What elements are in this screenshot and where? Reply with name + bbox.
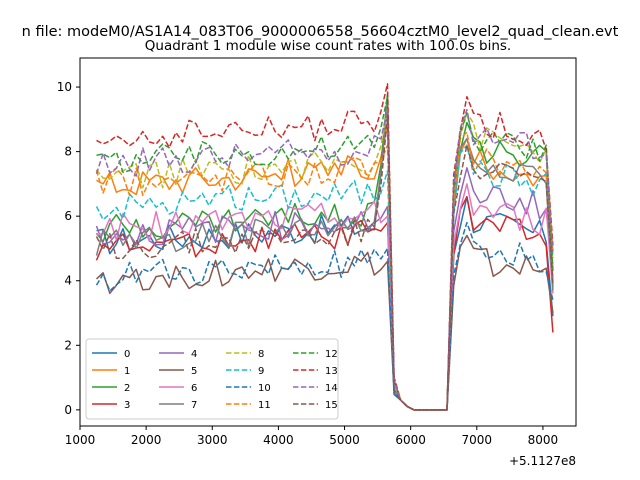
- series-line-12: [96, 95, 554, 411]
- series-line-5: [95, 234, 554, 411]
- series-line-8: [95, 108, 554, 411]
- y-tick-label: 8: [64, 145, 72, 159]
- x-axis: 1000 2000 3000 4000 5000 6000 7000 8000: [65, 426, 558, 447]
- series-line-15: [95, 115, 554, 411]
- series-line-7: [95, 99, 554, 411]
- x-offset-label: +5.1127e8: [509, 454, 576, 468]
- series-line-1: [96, 125, 554, 411]
- legend-label-0: 0: [124, 349, 130, 360]
- series-line-9: [95, 144, 554, 411]
- series-line-6: [96, 183, 554, 411]
- plot-frame: [79, 57, 577, 427]
- legend-label-5: 5: [191, 366, 197, 377]
- legend-label-14: 14: [325, 383, 338, 394]
- chart-title: Quadrant 1 module wise count rates with …: [145, 38, 511, 54]
- x-tick-label: 2000: [131, 433, 162, 447]
- legend-label-9: 9: [258, 366, 264, 377]
- x-tick-label: 8000: [528, 433, 559, 447]
- y-tick-label: 0: [64, 403, 72, 417]
- legend-label-11: 11: [258, 400, 271, 411]
- legend-label-7: 7: [191, 400, 197, 411]
- x-tick-label: 5000: [329, 433, 360, 447]
- y-tick-label: 4: [64, 274, 72, 288]
- x-tick-label: 3000: [197, 433, 228, 447]
- y-tick-label: 2: [64, 338, 72, 352]
- series-layer: [95, 83, 554, 411]
- legend-label-4: 4: [191, 349, 197, 360]
- legend-label-1: 1: [124, 366, 130, 377]
- series-line-0: [96, 102, 554, 411]
- x-tick-label: 1000: [65, 433, 96, 447]
- legend-label-2: 2: [124, 383, 130, 394]
- legend-label-15: 15: [325, 400, 338, 411]
- legend-label-10: 10: [258, 383, 271, 394]
- series-line-14: [95, 108, 554, 411]
- series-line-11: [95, 131, 554, 411]
- legend-label-12: 12: [325, 349, 338, 360]
- y-tick-label: 10: [57, 80, 72, 94]
- legend-label-3: 3: [124, 400, 130, 411]
- legend-box: [85, 338, 339, 420]
- x-tick-label: 7000: [462, 433, 493, 447]
- legend-label-13: 13: [325, 366, 338, 377]
- figure-suptitle: n file: modeM0/AS1A14_083T06_9000006558_…: [22, 24, 619, 40]
- legend-label-6: 6: [191, 383, 197, 394]
- x-tick-label: 6000: [395, 433, 426, 447]
- series-line-3: [95, 196, 554, 411]
- y-axis: 0 2 4 6 8 10: [57, 80, 80, 417]
- series-line-2: [95, 92, 554, 411]
- x-tick-label: 4000: [263, 433, 294, 447]
- y-tick-label: 6: [64, 209, 72, 223]
- series-line-10: [95, 221, 554, 411]
- legend-label-8: 8: [258, 349, 264, 360]
